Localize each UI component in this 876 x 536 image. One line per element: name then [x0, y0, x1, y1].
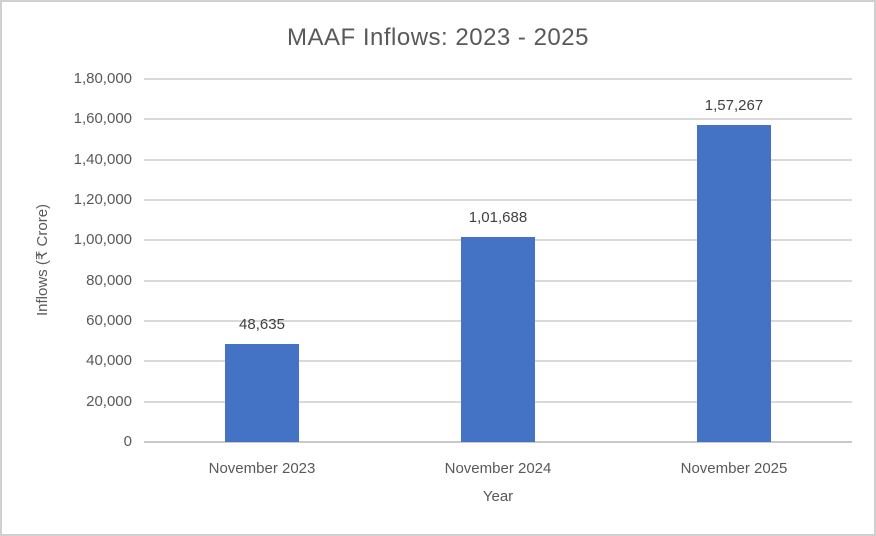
bar-3 — [697, 124, 771, 442]
y-tick-label: 0 — [123, 433, 132, 450]
bar-1 — [225, 343, 299, 442]
y-tick-label: 1,60,000 — [73, 110, 132, 128]
y-tick-label: 1,40,000 — [73, 150, 132, 168]
data-label: 1,57,267 — [704, 96, 764, 114]
y-tick-label: 40,000 — [86, 352, 132, 370]
y-tick-label: 80,000 — [86, 271, 132, 289]
bar-2 — [461, 236, 535, 442]
data-label: 1,01,688 — [468, 208, 528, 226]
gridline — [144, 118, 852, 121]
y-tick-label: 1,00,000 — [73, 231, 132, 249]
y-tick-label: 1,20,000 — [73, 191, 132, 208]
y-axis-title: Inflows (₹ Crore) — [34, 203, 51, 317]
y-tick-label: 60,000 — [86, 312, 132, 329]
chart-title: MAAF Inflows: 2023 - 2025 — [287, 24, 589, 51]
gridline — [144, 158, 852, 161]
x-tick-label: November 2025 — [680, 460, 788, 477]
y-tick-label: 1,80,000 — [73, 70, 132, 87]
gridline — [144, 78, 852, 80]
x-tick-label: November 2023 — [208, 460, 316, 477]
x-tick-label: November 2024 — [444, 460, 552, 477]
x-axis-line — [144, 441, 852, 443]
data-label: 48,635 — [239, 315, 285, 333]
x-axis-title: Year — [482, 488, 514, 505]
gridline — [144, 199, 852, 201]
y-tick-label: 20,000 — [86, 392, 132, 410]
